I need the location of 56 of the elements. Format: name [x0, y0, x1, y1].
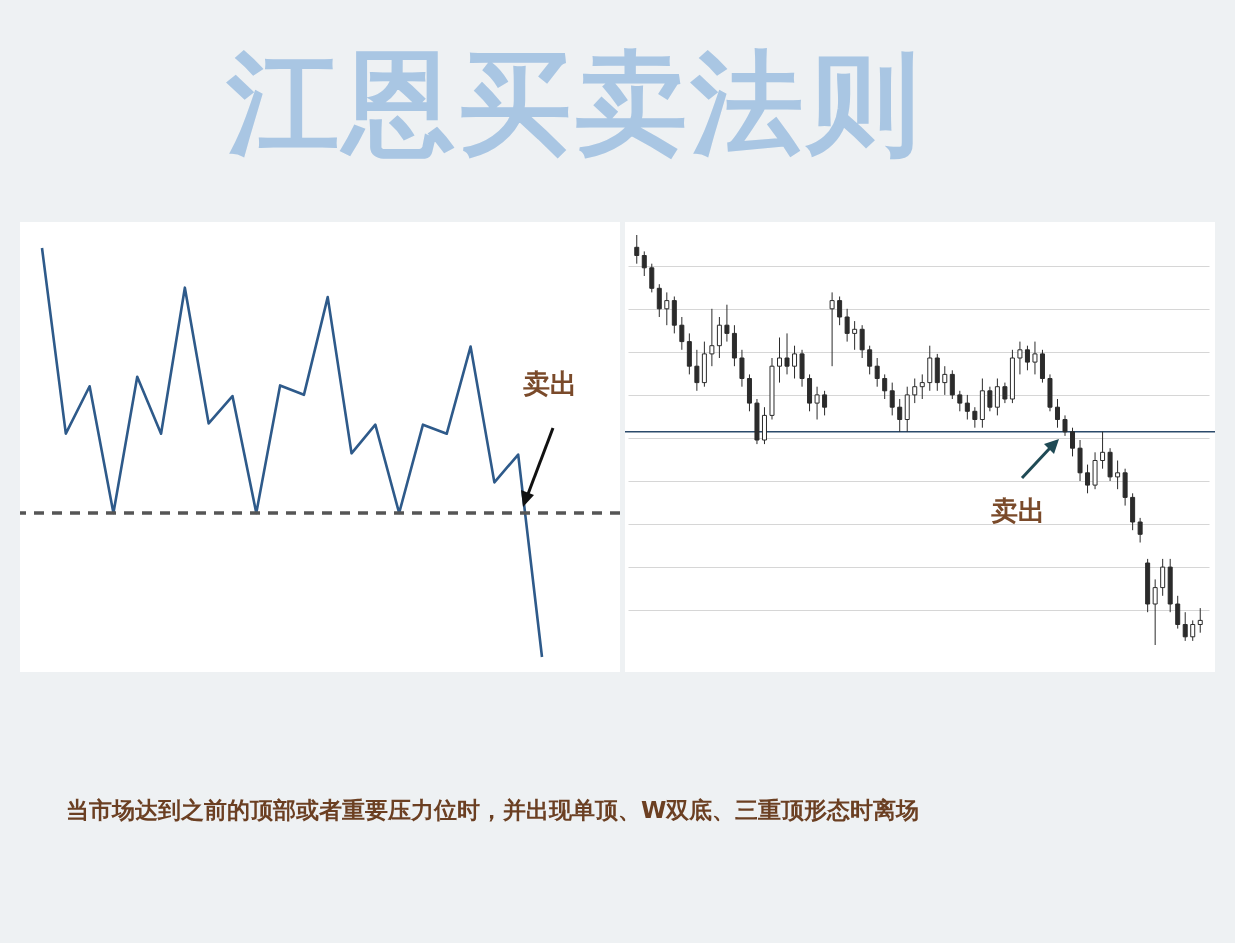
- candlestick: [1115, 460, 1121, 490]
- candlestick: [1182, 611, 1188, 642]
- candlestick: [792, 345, 798, 379]
- candlestick: [949, 369, 955, 400]
- candlestick: [1017, 341, 1023, 375]
- candlestick: [897, 398, 903, 433]
- candlestick: [942, 365, 948, 396]
- candlestick: [829, 291, 835, 367]
- candlestick: [1070, 427, 1076, 457]
- candlestick: [1190, 619, 1196, 642]
- chart-title: 江恩买卖法则: [225, 37, 924, 170]
- candlestick: [874, 357, 880, 388]
- candlestick: [1175, 595, 1181, 630]
- candlestick: [709, 308, 715, 367]
- candlestick: [889, 382, 895, 416]
- candlestick: [837, 296, 843, 326]
- candlestick: [694, 349, 700, 392]
- candlestick: [1152, 578, 1158, 646]
- candlestick: [964, 394, 970, 420]
- candlestick: [1024, 345, 1030, 371]
- candlestick: [1062, 414, 1068, 437]
- candlestick: [656, 283, 662, 318]
- candlestick: [716, 316, 722, 359]
- candlestick: [664, 291, 670, 326]
- candlestick: [1085, 464, 1091, 494]
- candlestick: [724, 304, 730, 343]
- candlestick: [739, 349, 745, 388]
- candlestick: [1032, 341, 1038, 375]
- candlestick: [844, 308, 850, 343]
- candlestick: [859, 324, 865, 359]
- candlestick: [1137, 517, 1143, 543]
- candlestick: [987, 386, 993, 412]
- candlestick: [814, 386, 820, 420]
- candlestick: [777, 337, 783, 384]
- annotation: 卖出: [523, 368, 577, 399]
- candlestick: [822, 390, 828, 416]
- candlestick: [882, 373, 888, 400]
- candlestick: [634, 234, 640, 265]
- candlestick: [957, 390, 963, 412]
- candlestick: [641, 250, 647, 277]
- candlestick: [1197, 607, 1203, 634]
- candlestick: [994, 378, 1000, 416]
- candlestick: [867, 345, 873, 375]
- text: 当市场达到之前的顶部或者重要压力位时，并出现单顶、W双底、三重顶形态时离场: [66, 796, 921, 825]
- candlestick: [852, 320, 858, 351]
- candlestick: [972, 406, 978, 429]
- candlestick: [784, 332, 790, 375]
- candlestick: [649, 263, 655, 293]
- candlestick: [1054, 398, 1060, 429]
- candlestick: [919, 373, 925, 400]
- candlestick: [1100, 431, 1106, 470]
- candlestick: [1160, 558, 1166, 597]
- candlestick: [679, 316, 685, 351]
- annotation: 卖出: [991, 494, 1045, 526]
- candlestick: [1002, 382, 1008, 404]
- candlestick: [912, 378, 918, 404]
